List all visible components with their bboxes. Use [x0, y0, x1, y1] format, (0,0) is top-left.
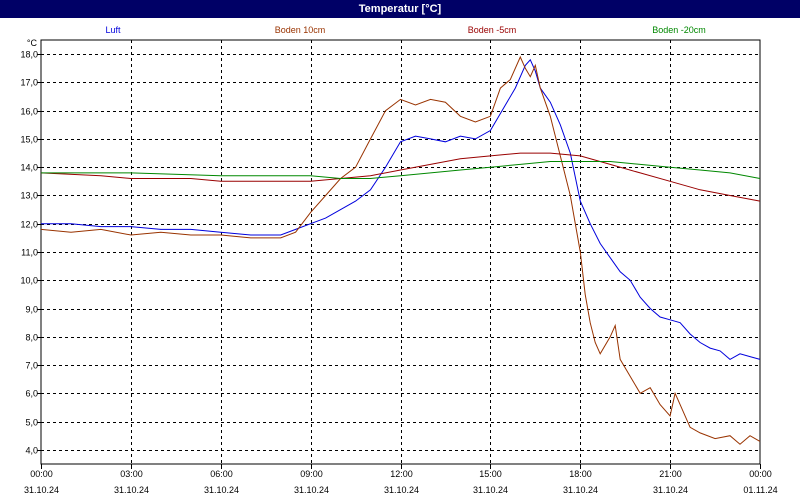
y-tick-label: 17,0 [20, 78, 38, 88]
series-line-luft [41, 58, 761, 361]
chart-title: Temperatur [°C] [0, 0, 800, 18]
series-line-boden-20cm [41, 161, 761, 179]
grid [41, 40, 760, 464]
x-tick-date-label: 01.11.24 [743, 485, 777, 495]
x-tick-label: 18:00 [569, 469, 592, 479]
y-tick-label: 13,0 [20, 191, 38, 201]
series [40, 55, 761, 445]
x-tick-date-label: 31.10.24 [473, 485, 508, 495]
legend: Luft Boden 10cm Boden -5cm Boden -20cm [105, 25, 705, 35]
axes: 4,0 5,0 6,0 7,0 8,0 9,0 10,0 11,0 12,0 13,0 14,0 15… [20, 38, 777, 495]
x-tick-label: 00:00 [749, 469, 772, 479]
y-tick-label: 4,0 [25, 446, 38, 456]
temperature-chart: 4,0 5,0 6,0 7,0 8,0 9,0 10,0 11,0 12,0 13,0 14,0 15… [20, 25, 777, 495]
x-tick-label: 03:00 [120, 469, 143, 479]
series-line-boden-5cm [40, 152, 761, 202]
x-tick-label: 12:00 [390, 469, 413, 479]
x-tick-label: 00:00 [30, 469, 53, 479]
y-tick-label: 18,0 [20, 50, 38, 60]
x-tick-label: 09:00 [300, 469, 323, 479]
y-tick-label: 8,0 [25, 333, 38, 343]
y-tick-label: 14,0 [20, 163, 38, 173]
y-tick-label: 7,0 [25, 361, 38, 371]
x-tick-date-label: 31.10.24 [204, 485, 239, 495]
x-tick-label: 21:00 [659, 469, 682, 479]
legend-entry: Boden -20cm [652, 25, 706, 35]
x-tick-date-label: 31.10.24 [384, 485, 419, 495]
x-tick-date-label: 31.10.24 [653, 485, 688, 495]
x-tick-date-label: 31.10.24 [563, 485, 598, 495]
y-tick-label: 11,0 [21, 248, 38, 258]
x-tick-label: 06:00 [210, 469, 233, 479]
legend-entry: Luft [105, 25, 121, 35]
legend-entry: Boden 10cm [275, 25, 326, 35]
y-tick-label: 15,0 [20, 135, 38, 145]
plot-frame [40, 39, 761, 465]
legend-entry: Boden -5cm [468, 25, 517, 35]
y-tick-label: 6,0 [25, 389, 38, 399]
x-tick-date-label: 31.10.24 [294, 485, 329, 495]
y-axis-label: °C [27, 38, 38, 48]
series-line-boden-10cm [40, 55, 761, 445]
y-tick-label: 5,0 [25, 418, 38, 428]
y-tick-label: 9,0 [25, 305, 38, 315]
y-tick-label: 12,0 [20, 220, 38, 230]
y-tick-label: 16,0 [20, 107, 38, 117]
y-tick-label: 10,0 [20, 276, 38, 286]
x-tick-date-label: 31.10.24 [24, 485, 59, 495]
x-tick-date-label: 31.10.24 [114, 485, 149, 495]
x-tick-label: 15:00 [479, 469, 502, 479]
